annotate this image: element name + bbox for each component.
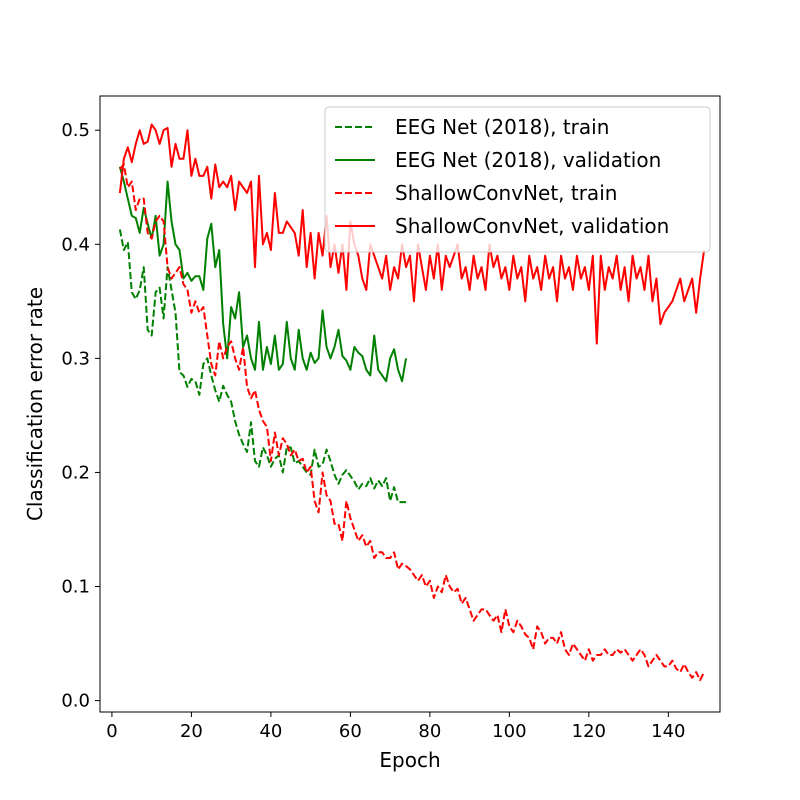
- legend-label: ShallowConvNet, validation: [395, 214, 669, 238]
- x-tick-label: 80: [418, 721, 441, 742]
- x-tick-label: 100: [492, 721, 526, 742]
- x-axis: 0 20 40 60 80 100 120 140: [106, 712, 686, 742]
- series-line-3: [118, 123, 706, 345]
- x-tick-label: 120: [572, 721, 606, 742]
- legend: EEG Net (2018), train EEG Net (2018), val…: [324, 106, 711, 253]
- x-axis-label: Epoch: [379, 748, 440, 772]
- series-line-1: [118, 166, 408, 383]
- series-line-2: [119, 163, 705, 682]
- x-tick-label: 20: [180, 721, 203, 742]
- x-tick-label: 40: [259, 721, 282, 742]
- plot-lines: [118, 123, 706, 682]
- legend-label: EEG Net (2018), validation: [395, 148, 661, 172]
- y-tick-label: 0.4: [61, 234, 90, 255]
- x-tick-label: 60: [339, 721, 362, 742]
- y-tick-label: 0.0: [61, 691, 90, 712]
- legend-label: EEG Net (2018), train: [395, 115, 609, 139]
- y-tick-label: 0.3: [61, 348, 90, 369]
- x-tick-label: 0: [106, 721, 117, 742]
- y-tick-label: 0.1: [61, 577, 90, 598]
- y-tick-label: 0.2: [61, 462, 90, 483]
- y-tick-label: 0.5: [61, 120, 90, 141]
- series-line-0: [118, 229, 407, 504]
- y-axis-label: Classification error rate: [23, 287, 47, 521]
- y-axis: 0.0 0.1 0.2 0.3 0.4 0.5: [61, 120, 100, 712]
- legend-box: [324, 106, 711, 253]
- legend-label: ShallowConvNet, train: [395, 181, 617, 205]
- x-tick-label: 140: [651, 721, 685, 742]
- plot-frame: [99, 95, 721, 713]
